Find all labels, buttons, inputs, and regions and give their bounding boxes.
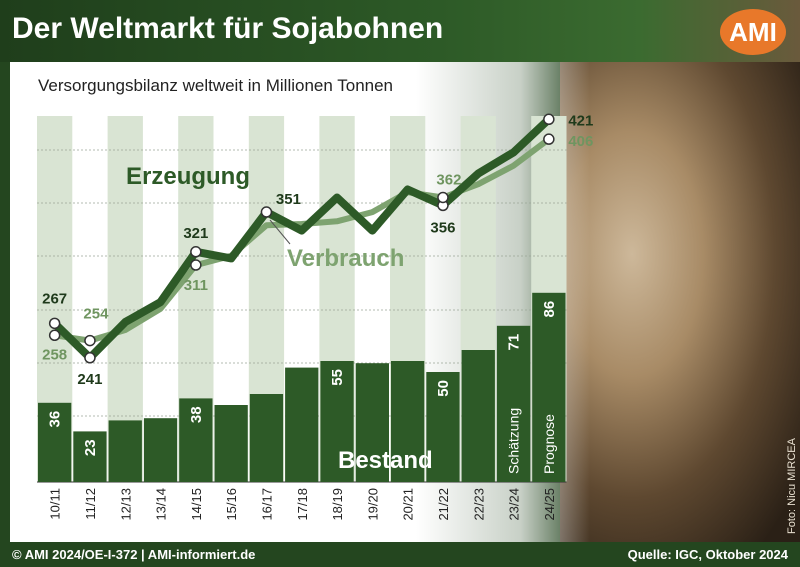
erzeugung-point [84, 352, 96, 364]
bar-bestand [179, 398, 213, 482]
verbrauch-point [437, 191, 449, 204]
erzeugung-value-label: 241 [77, 371, 102, 388]
verbrauch-value-label: 254 [83, 306, 109, 323]
bar-bestand [38, 402, 72, 482]
verbrauch-value-label: 311 [184, 277, 208, 294]
erzeugung-point [190, 246, 202, 258]
x-tick-label: 24/25 [542, 488, 557, 521]
soybean-photo [560, 62, 800, 542]
bar-bestand [391, 361, 425, 482]
bar-bestand [249, 394, 284, 482]
series-label-bestand: Bestand [338, 447, 433, 474]
x-tick-label: 15/16 [224, 488, 239, 521]
bar-bestand [73, 431, 107, 482]
x-tick-label: 20/21 [401, 488, 416, 521]
x-tick-label: 16/17 [259, 488, 274, 521]
photo-credit: Foto: Nicu MIRCEA [786, 438, 798, 534]
erzeugung-value-label: 351 [276, 191, 301, 208]
x-tick-label: 19/20 [365, 488, 380, 521]
x-tick-label: 22/23 [471, 488, 486, 521]
bestand-value-label: 50 [435, 380, 452, 397]
verbrauch-pointer [269, 219, 291, 245]
bar-annotation: Prognose [541, 414, 557, 474]
bar-annotation: Schätzung [506, 408, 522, 474]
bestand-value-label: 86 [541, 301, 558, 318]
bestand-value-label: 55 [329, 369, 346, 386]
bestand-value-label: 23 [82, 439, 99, 456]
x-tick-label: 14/15 [189, 488, 204, 521]
bestand-value-label: 38 [188, 406, 205, 423]
bar-bestand [285, 367, 319, 482]
verbrauch-value-label: 362 [436, 171, 461, 188]
erzeugung-value-label: 267 [42, 290, 67, 307]
ami-logo: AMI [720, 9, 786, 55]
verbrauch-point [543, 133, 555, 145]
bestand-value-label: 71 [506, 334, 523, 351]
bar-bestand [496, 325, 531, 482]
bar-bestand [426, 372, 460, 482]
bar-bestand [214, 405, 248, 482]
erzeugung-value-label: 321 [183, 225, 208, 242]
bar-bestand [320, 361, 354, 482]
bar-bestand [108, 420, 142, 482]
x-tick-label: 13/14 [154, 488, 169, 521]
x-tick-label: 21/22 [436, 488, 451, 521]
line-erzeugung [50, 115, 553, 362]
erzeugung-point [48, 317, 61, 330]
x-tick-label: 17/18 [295, 488, 310, 521]
bar-bestand [532, 292, 566, 482]
bar-bestand [355, 363, 389, 482]
header-band [0, 0, 800, 62]
series-label-verbrauch: Verbrauch [287, 245, 404, 272]
footer-source: Quelle: IGC, Oktober 2024 [627, 547, 788, 562]
verbrauch-point [48, 329, 61, 342]
verbrauch-value-label: 406 [568, 133, 593, 150]
x-tick-label: 18/19 [330, 488, 345, 521]
page-title: Der Weltmarkt für Sojabohnen [12, 12, 444, 45]
verbrauch-point [190, 259, 202, 271]
bar-bestand [143, 418, 178, 482]
erzeugung-value-label: 356 [430, 219, 455, 236]
bar-bestand [461, 350, 495, 482]
bestand-value-label: 36 [47, 411, 64, 428]
erzeugung-point [260, 206, 273, 218]
erzeugung-value-label: 421 [568, 112, 593, 129]
x-tick-label: 23/24 [507, 488, 522, 521]
erzeugung-point [543, 113, 555, 126]
x-tick-label: 10/11 [48, 488, 63, 520]
series-label-erzeugung: Erzeugung [126, 163, 250, 190]
footer-copyright: © AMI 2024/OE-I-372 | AMI-informiert.de [12, 547, 256, 562]
verbrauch-value-label: 258 [42, 346, 67, 363]
x-tick-label: 12/13 [118, 488, 133, 521]
chart-subtitle: Versorgungsbilanz weltweit in Millionen … [38, 76, 394, 95]
x-tick-label: 11/12 [83, 488, 98, 520]
verbrauch-point [84, 334, 96, 347]
